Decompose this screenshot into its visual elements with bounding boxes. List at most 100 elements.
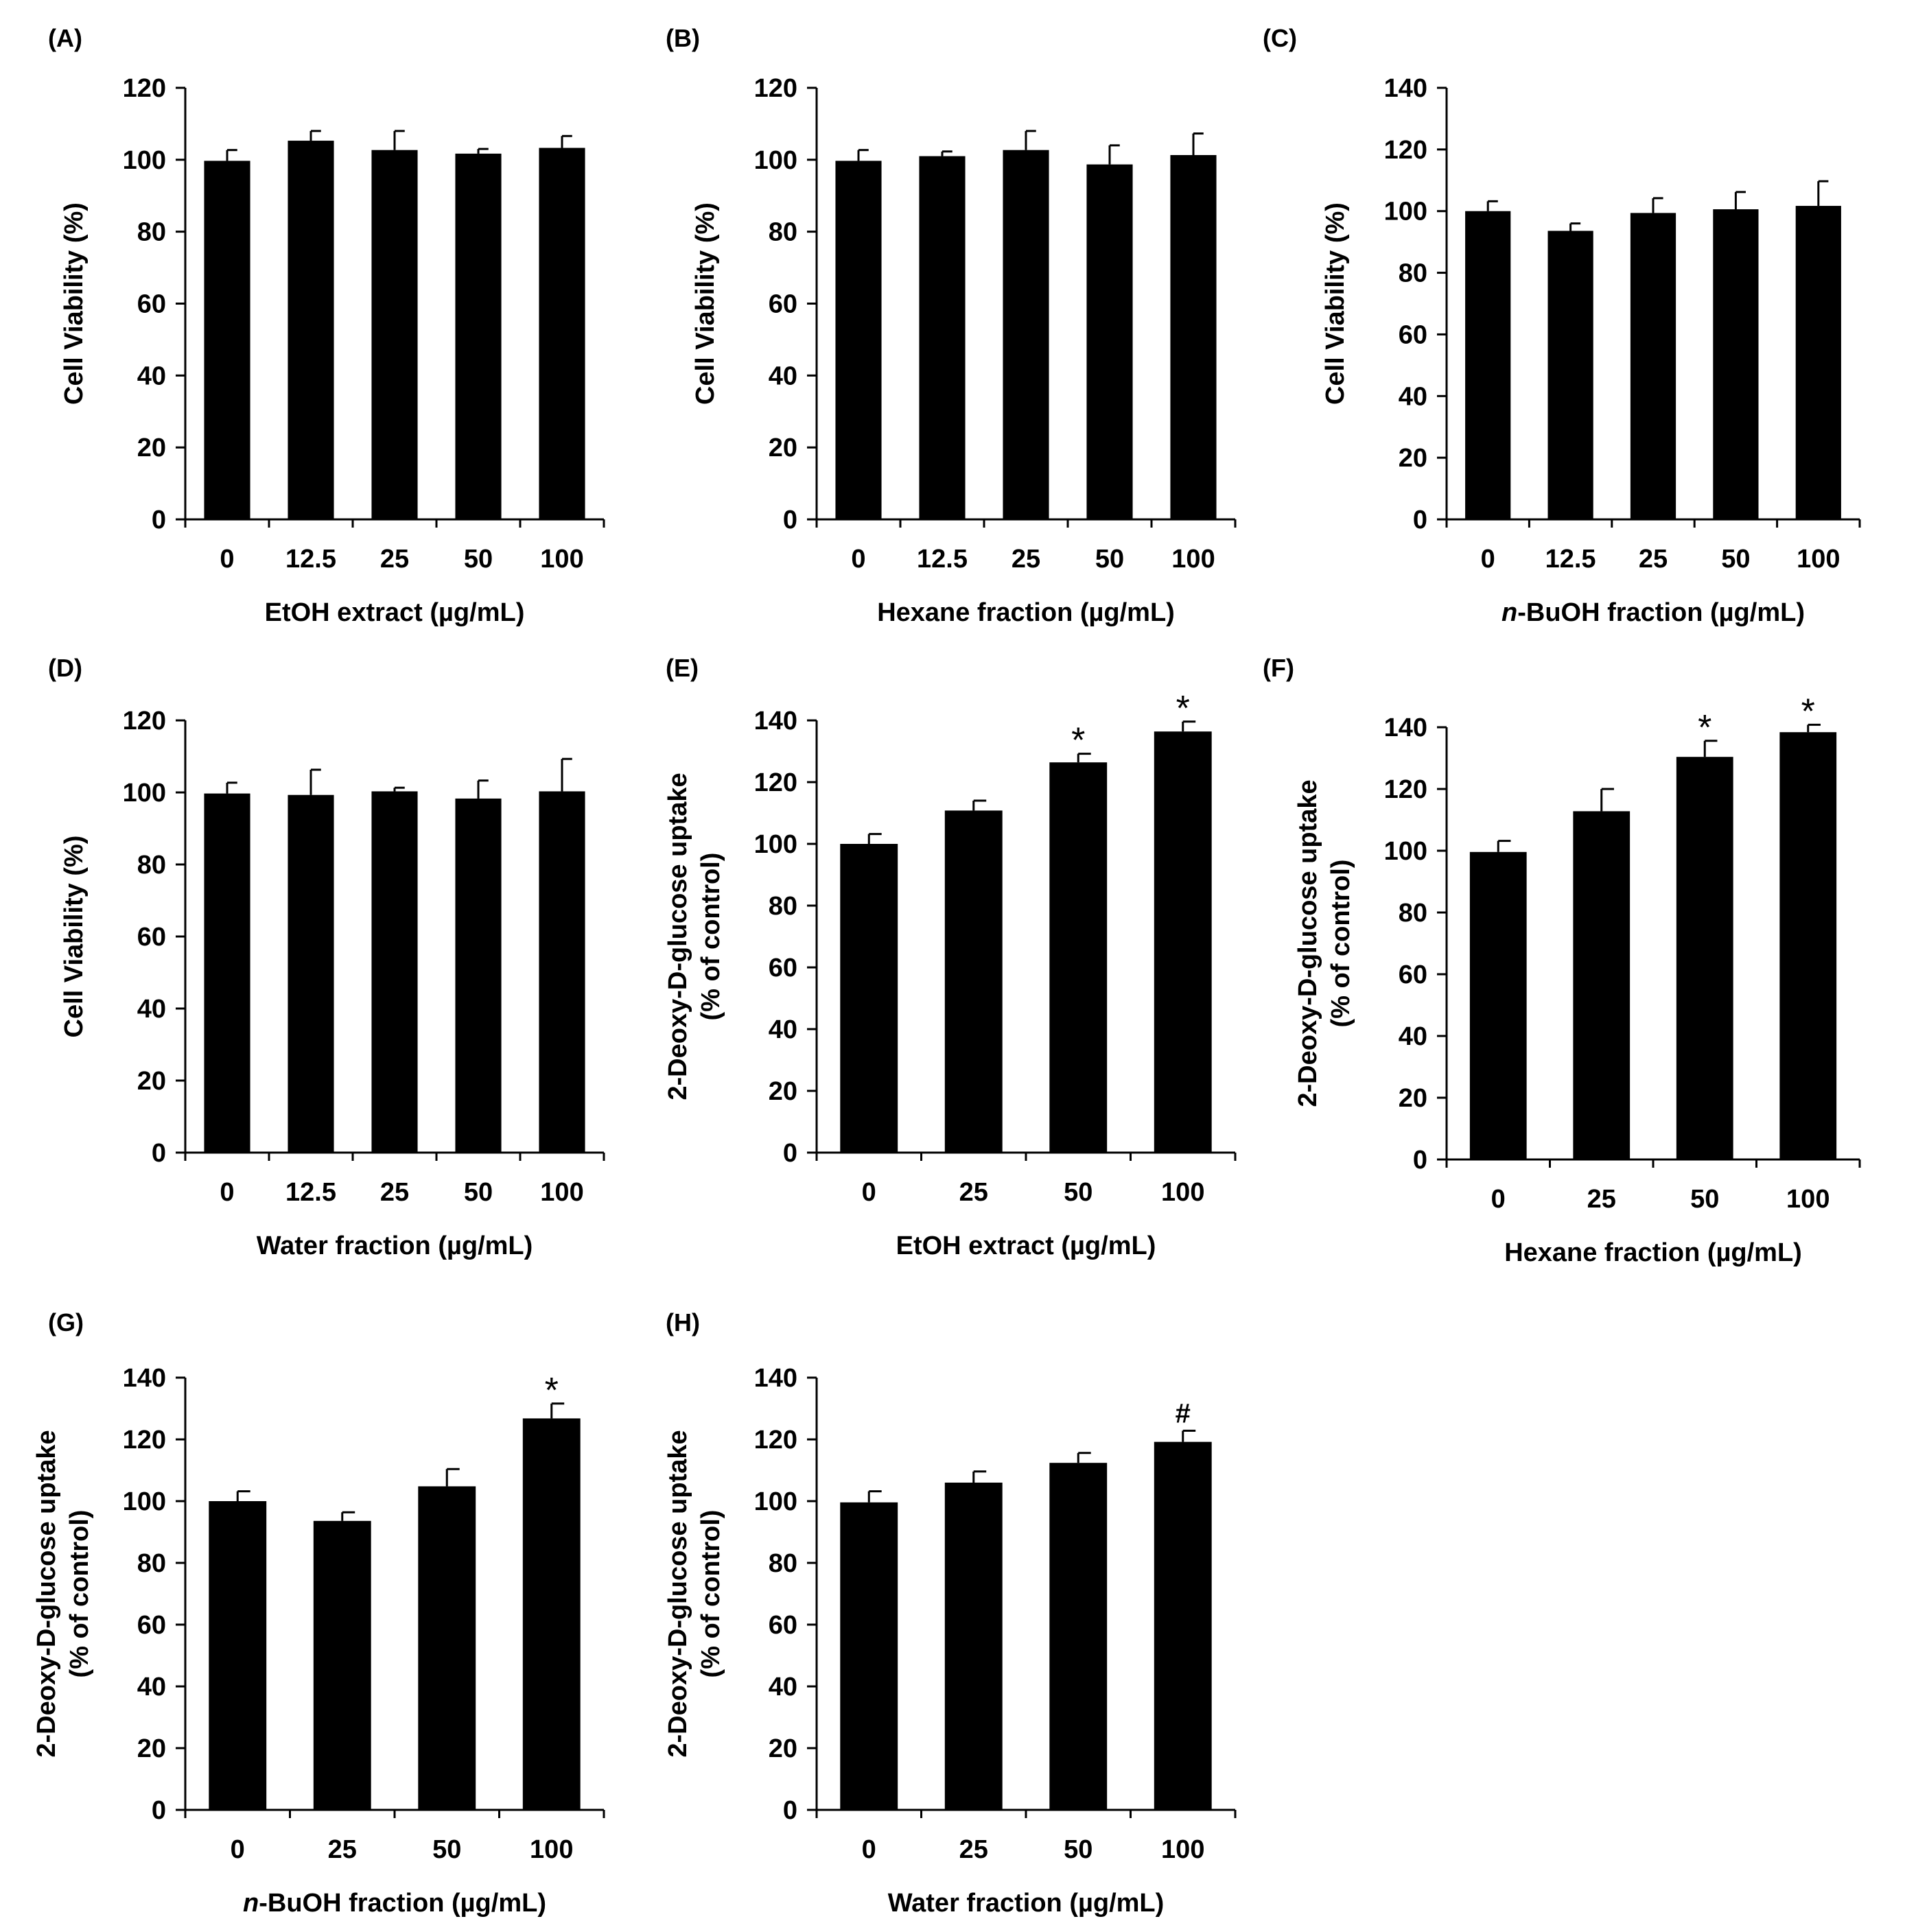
y-tick-label: 20 xyxy=(137,434,166,462)
bar xyxy=(522,1418,581,1810)
y-tick-label: 120 xyxy=(123,707,166,735)
x-tick-label: 12.5 xyxy=(917,545,968,574)
bar xyxy=(1547,231,1593,519)
x-tick-label: 100 xyxy=(1797,545,1840,574)
y-tick-label: 40 xyxy=(769,1673,797,1701)
bar xyxy=(919,156,966,519)
chart-panel-f: (F) 0 20 40 60 80 100 120 140 0 25 50 * 100 * Hexane fr… xyxy=(1263,654,1861,1267)
bar xyxy=(1086,164,1133,519)
y-tick-label: 100 xyxy=(1384,837,1427,866)
significance-mark: * xyxy=(1176,689,1190,729)
bar xyxy=(204,793,250,1153)
bar xyxy=(1170,155,1217,519)
x-tick-label: 25 xyxy=(380,545,409,574)
y-tick-label: 0 xyxy=(1413,506,1427,534)
bar xyxy=(1049,762,1108,1153)
x-tick-label: 0 xyxy=(862,1835,876,1864)
x-axis-title: EtOH extract (µg/mL) xyxy=(896,1232,1156,1260)
significance-mark: * xyxy=(545,1371,559,1411)
y-tick-label: 80 xyxy=(137,851,166,880)
x-axis-title-text: -BuOH fraction (µg/mL) xyxy=(1517,598,1805,627)
x-tick-label: 25 xyxy=(380,1178,409,1207)
y-tick-label: 0 xyxy=(783,506,797,534)
y-tick-label: 20 xyxy=(1399,1084,1427,1113)
y-tick-label: 40 xyxy=(769,1015,797,1044)
bar xyxy=(1154,1441,1212,1810)
bar xyxy=(1630,213,1676,519)
y-tick-label: 40 xyxy=(769,362,797,390)
y-tick-label: 120 xyxy=(1384,775,1427,804)
x-axis-title-italic: n xyxy=(243,1889,259,1918)
x-tick-label: 25 xyxy=(959,1835,988,1864)
bar xyxy=(1795,206,1841,519)
bar xyxy=(288,141,334,520)
bar xyxy=(1713,209,1759,519)
y-tick-label: 80 xyxy=(137,1549,166,1578)
y-tick-label: 0 xyxy=(152,1796,166,1825)
chart-panel-e: (E) 0 20 40 60 80 100 120 140 0 25 50 * 100 * EtOH extr… xyxy=(664,654,1237,1260)
bar xyxy=(455,153,502,520)
x-tick-label: 100 xyxy=(540,545,583,574)
y-tick-label: 100 xyxy=(123,146,166,175)
y-tick-label: 40 xyxy=(137,1673,166,1701)
significance-mark: * xyxy=(1698,708,1711,748)
y-tick-label: 120 xyxy=(754,1426,797,1454)
y-axis-title: (% of control) xyxy=(697,1510,725,1678)
y-tick-label: 20 xyxy=(137,1067,166,1096)
y-axis-title: Cell Viability (%) xyxy=(60,202,89,405)
y-axis-title: 2-Deoxy-D-glucose uptake xyxy=(32,1430,61,1757)
bar xyxy=(1469,851,1527,1159)
y-tick-label: 120 xyxy=(754,74,797,103)
y-tick-label: 120 xyxy=(123,74,166,103)
y-tick-label: 120 xyxy=(754,768,797,797)
y-tick-label: 100 xyxy=(754,1487,797,1516)
bar xyxy=(288,794,334,1153)
x-tick-label: 100 xyxy=(1786,1185,1830,1214)
y-tick-label: 60 xyxy=(769,290,797,319)
y-axis-title: Cell Viability (%) xyxy=(1321,202,1350,405)
y-tick-label: 20 xyxy=(769,1077,797,1106)
chart-panel-g: (G) 0 20 40 60 80 100 120 140 0 25 50 100 * n-BuOH fra… xyxy=(32,1308,605,1918)
y-tick-label: 0 xyxy=(783,1139,797,1168)
y-tick-label: 20 xyxy=(769,1734,797,1763)
y-tick-label: 140 xyxy=(123,1364,166,1393)
y-tick-label: 0 xyxy=(152,1139,166,1168)
y-tick-label: 80 xyxy=(769,1549,797,1578)
y-tick-label: 0 xyxy=(152,506,166,534)
x-axis-title: n-BuOH fraction (µg/mL) xyxy=(243,1889,546,1918)
bar xyxy=(1779,732,1837,1159)
bar xyxy=(1465,211,1511,519)
x-tick-label: 25 xyxy=(328,1835,357,1864)
y-axis-title: 2-Deoxy-D-glucose uptake xyxy=(1294,779,1322,1107)
x-tick-label: 50 xyxy=(464,545,493,574)
bar xyxy=(944,810,1003,1153)
significance-mark: # xyxy=(1176,1398,1191,1428)
chart-panel-a: (A) 0 20 40 60 80 100 120 0 12.5 25 50 100 EtOH extra… xyxy=(48,24,605,627)
chart-panel-b: (B) 0 20 40 60 80 100 120 0 12.5 25 50 100 Hexane fra… xyxy=(666,24,1237,627)
panel-label: (C) xyxy=(1263,24,1297,52)
y-tick-label: 140 xyxy=(1384,74,1427,103)
y-tick-label: 120 xyxy=(1384,136,1427,165)
significance-mark: * xyxy=(1801,692,1815,731)
x-tick-label: 50 xyxy=(432,1835,461,1864)
x-tick-label: 0 xyxy=(1481,545,1495,574)
x-tick-label: 12.5 xyxy=(285,1178,336,1207)
panel-label: (E) xyxy=(666,654,699,682)
x-tick-label: 100 xyxy=(1161,1178,1204,1207)
x-tick-label: 50 xyxy=(1095,545,1124,574)
y-tick-label: 100 xyxy=(123,1487,166,1516)
y-tick-label: 140 xyxy=(1384,714,1427,742)
panel-label: (A) xyxy=(48,24,82,52)
x-axis-title-text: -BuOH fraction (µg/mL) xyxy=(259,1889,546,1918)
y-tick-label: 60 xyxy=(137,290,166,319)
y-tick-label: 80 xyxy=(769,892,797,921)
y-tick-label: 60 xyxy=(769,954,797,982)
x-tick-label: 0 xyxy=(1491,1185,1506,1214)
bar xyxy=(944,1483,1003,1810)
y-tick-label: 60 xyxy=(137,923,166,952)
bar xyxy=(1573,811,1631,1159)
panel-label: (B) xyxy=(666,24,700,52)
bar xyxy=(371,150,418,519)
